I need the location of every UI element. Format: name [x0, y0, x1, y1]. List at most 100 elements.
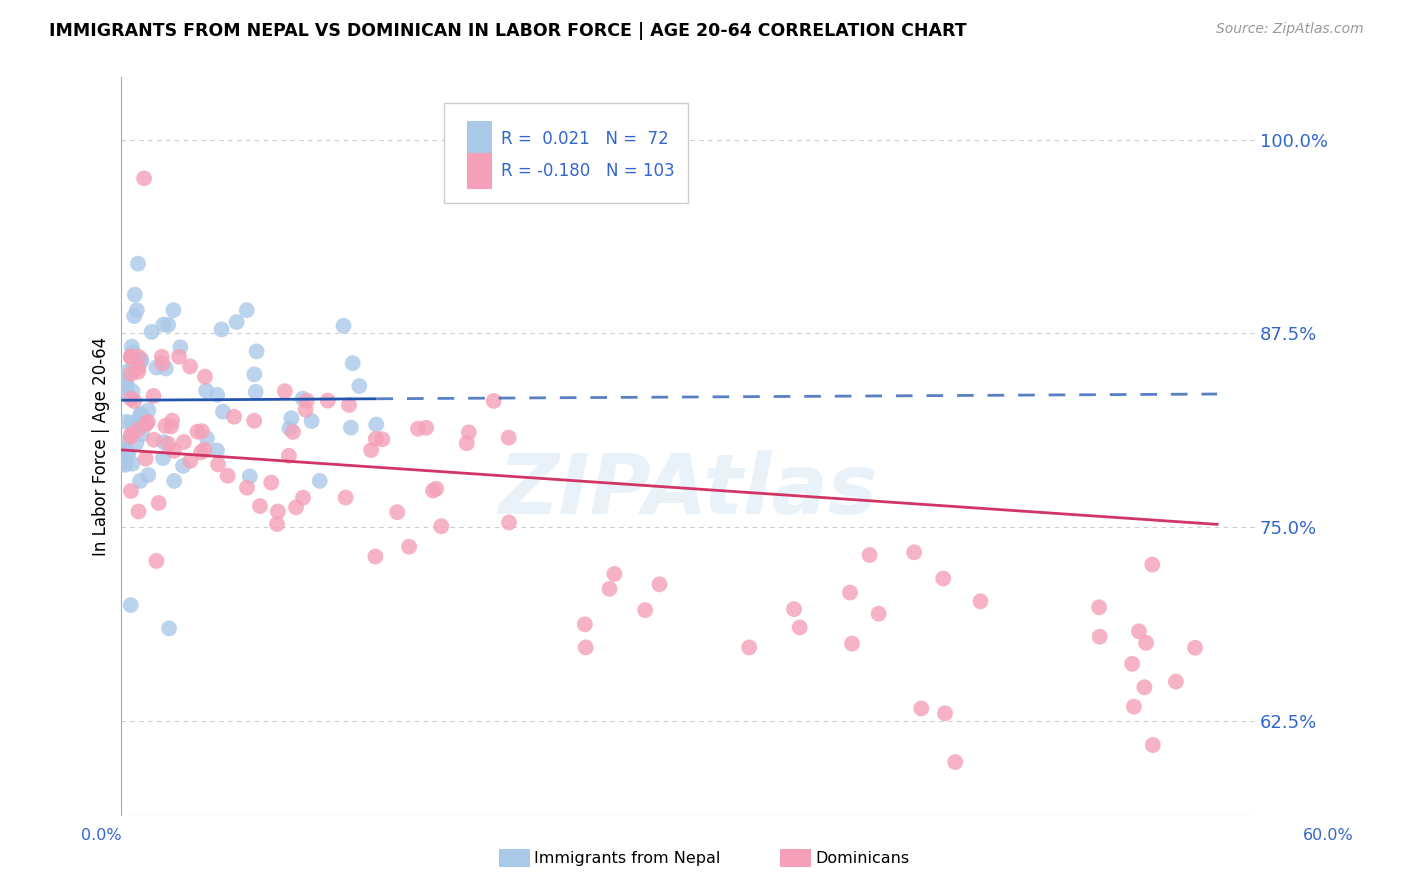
Point: [131, 408, 153, 422]
Point: [122, 309, 145, 323]
Point: [839, 585, 862, 599]
Point: [278, 421, 301, 435]
Point: [117, 447, 139, 461]
Point: [114, 458, 136, 472]
Point: [195, 431, 218, 445]
Point: [430, 519, 453, 533]
Point: [245, 384, 267, 399]
Point: [243, 368, 266, 382]
Point: [125, 436, 148, 450]
Point: [172, 458, 194, 473]
Point: [340, 420, 363, 434]
Point: [1122, 699, 1144, 714]
Point: [114, 380, 136, 394]
Point: [316, 393, 339, 408]
Point: [138, 403, 160, 417]
Point: [150, 350, 173, 364]
Point: [153, 435, 176, 450]
Point: [415, 420, 437, 434]
Point: [1088, 630, 1111, 644]
Point: [1128, 624, 1150, 639]
Point: [243, 414, 266, 428]
Point: [120, 392, 142, 406]
Point: [245, 344, 267, 359]
Point: [783, 602, 806, 616]
Text: Dominicans: Dominicans: [815, 851, 910, 865]
Point: [160, 419, 183, 434]
Point: [217, 468, 239, 483]
Point: [127, 257, 149, 271]
Point: [1142, 738, 1164, 752]
Point: [131, 352, 153, 367]
Point: [498, 431, 520, 445]
Point: [371, 432, 394, 446]
Point: [225, 315, 247, 329]
Point: [236, 481, 259, 495]
Point: [114, 455, 136, 469]
Point: [205, 388, 228, 402]
Point: [114, 442, 136, 456]
Point: [167, 350, 190, 364]
Point: [136, 415, 159, 429]
Point: [1164, 674, 1187, 689]
Point: [128, 504, 150, 518]
Point: [789, 620, 811, 634]
Point: [190, 445, 212, 459]
Point: [903, 545, 925, 559]
Point: [281, 425, 304, 439]
Point: [195, 384, 218, 398]
Point: [425, 482, 447, 496]
Point: [398, 540, 420, 554]
Point: [648, 577, 671, 591]
Text: R =  0.021   N =  72: R = 0.021 N = 72: [501, 129, 669, 147]
Bar: [467, 121, 492, 156]
Point: [122, 345, 145, 359]
Point: [193, 442, 215, 457]
Point: [337, 398, 360, 412]
Point: [121, 340, 143, 354]
Text: IMMIGRANTS FROM NEPAL VS DOMINICAN IN LABOR FORCE | AGE 20-64 CORRELATION CHART: IMMIGRANTS FROM NEPAL VS DOMINICAN IN LA…: [49, 22, 967, 40]
Point: [114, 435, 136, 450]
Point: [574, 617, 596, 632]
Point: [131, 427, 153, 442]
Y-axis label: In Labor Force | Age 20-64: In Labor Force | Age 20-64: [93, 336, 110, 556]
Point: [212, 405, 235, 419]
Point: [179, 359, 201, 374]
Point: [125, 417, 148, 432]
Text: Immigrants from Nepal: Immigrants from Nepal: [534, 851, 721, 865]
Point: [280, 411, 302, 425]
Point: [456, 436, 478, 450]
Point: [910, 701, 932, 715]
Point: [277, 449, 299, 463]
Point: [157, 621, 180, 635]
Point: [132, 171, 155, 186]
Point: [335, 491, 357, 505]
Point: [142, 389, 165, 403]
Point: [120, 430, 142, 444]
Point: [1088, 600, 1111, 615]
Point: [129, 409, 152, 424]
Point: [575, 640, 598, 655]
Point: [122, 358, 145, 372]
Point: [135, 451, 157, 466]
Point: [235, 303, 257, 318]
Point: [841, 637, 863, 651]
Point: [129, 407, 152, 421]
Point: [115, 415, 138, 429]
Point: [169, 340, 191, 354]
Text: Source: ZipAtlas.com: Source: ZipAtlas.com: [1216, 22, 1364, 37]
Point: [152, 451, 174, 466]
Point: [207, 458, 229, 472]
Point: [457, 425, 479, 440]
Point: [360, 443, 382, 458]
Point: [932, 572, 955, 586]
Point: [498, 516, 520, 530]
Point: [150, 357, 173, 371]
Point: [295, 393, 318, 408]
Point: [294, 402, 316, 417]
Point: [152, 318, 174, 332]
Point: [173, 434, 195, 449]
Point: [120, 350, 142, 364]
Point: [603, 566, 626, 581]
Point: [205, 443, 228, 458]
